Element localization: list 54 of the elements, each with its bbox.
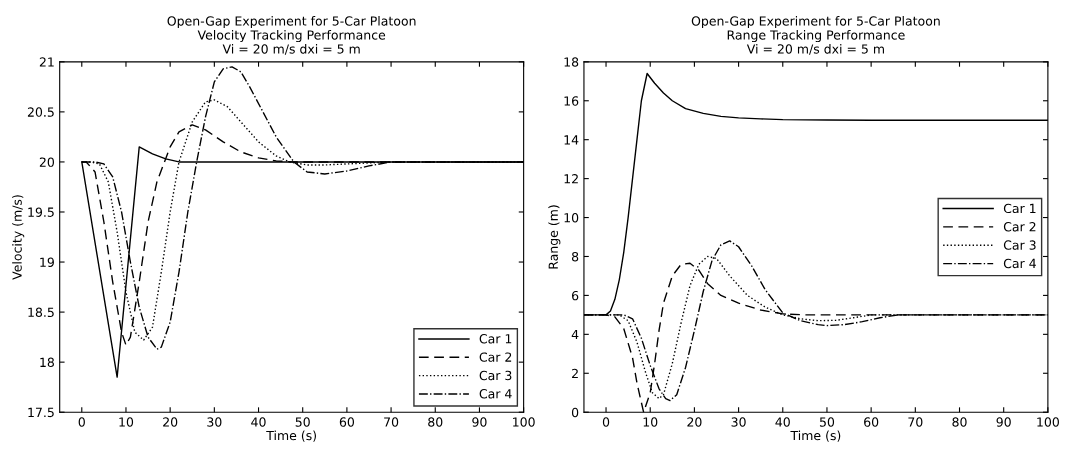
x-tick-label: 10: [643, 417, 658, 427]
chart-title: Open-Gap Experiment for 5-Car Platoon Velocity Tracking Performance Vi = 20 m/s dxi = 5 m: [167, 16, 416, 55]
x-tick-label: 20: [163, 417, 178, 427]
x-axis-title: Time (s): [790, 430, 841, 442]
x-tick-label: 80: [428, 417, 443, 427]
y-tick-label: 20.5: [27, 107, 54, 117]
y-tick-label: 4: [571, 329, 579, 340]
y-tick-label: 21: [39, 57, 54, 67]
x-tick-label: 60: [339, 417, 355, 427]
y-tick-label: 8: [571, 251, 579, 262]
x-tick-label: 90: [996, 417, 1011, 427]
x-tick-label: 40: [251, 417, 266, 427]
x-tick-label: 60: [864, 417, 879, 427]
x-tick-label: 0: [602, 417, 610, 427]
x-tick-label: 100: [1037, 417, 1059, 427]
legend-label: Car 4: [479, 389, 512, 399]
x-tick-label: 70: [908, 417, 923, 427]
legend-label: Car 2: [479, 352, 512, 362]
y-tick-label: 18.5: [28, 307, 54, 318]
x-tick-label: 30: [207, 417, 222, 427]
legend-label: Car 4: [1003, 258, 1036, 269]
y-tick-label: 18: [564, 57, 579, 67]
y-tick-label: 19.5: [28, 207, 54, 217]
y-axis-title: Range (m): [548, 205, 561, 269]
y-tick-label: 12: [564, 174, 578, 184]
y-tick-label: 20: [39, 157, 54, 167]
y-tick-label: 17.5: [28, 407, 54, 418]
y-tick-label: 14: [564, 135, 579, 145]
x-tick-label: 90: [472, 417, 487, 427]
x-tick-label: 70: [384, 417, 399, 427]
y-tick-label: 10: [564, 213, 579, 223]
y-tick-label: 16: [564, 96, 579, 106]
x-tick-label: 100: [513, 417, 535, 427]
x-axis-title: Time (s): [266, 430, 316, 442]
y-tick-label: 19: [40, 257, 54, 267]
x-tick-label: 80: [952, 417, 967, 427]
x-tick-label: 20: [687, 417, 702, 427]
x-tick-label: 0: [78, 417, 85, 427]
y-axis-title: Velocity (m/s): [12, 195, 25, 280]
x-tick-label: 10: [119, 417, 134, 427]
legend-label: Car 3: [479, 370, 512, 381]
legend-label: Car 1: [479, 334, 512, 344]
y-tick-label: 18: [40, 357, 54, 368]
chart-title: Open-Gap Experiment for 5-Car Platoon Range Tracking Performance Vi = 20 m/s dxi = 5 m: [691, 16, 940, 55]
legend-label: Car 3: [1003, 240, 1036, 250]
y-tick-label: 0: [571, 407, 579, 418]
x-tick-label: 50: [295, 417, 310, 427]
legend-label: Car 1: [1003, 203, 1036, 214]
y-tick-label: 2: [572, 368, 578, 379]
x-tick-label: 40: [775, 417, 790, 427]
y-tick-label: 6: [572, 290, 579, 301]
legend-label: Car 2: [1003, 222, 1036, 232]
x-tick-label: 30: [731, 417, 746, 427]
x-tick-label: 50: [819, 417, 835, 427]
